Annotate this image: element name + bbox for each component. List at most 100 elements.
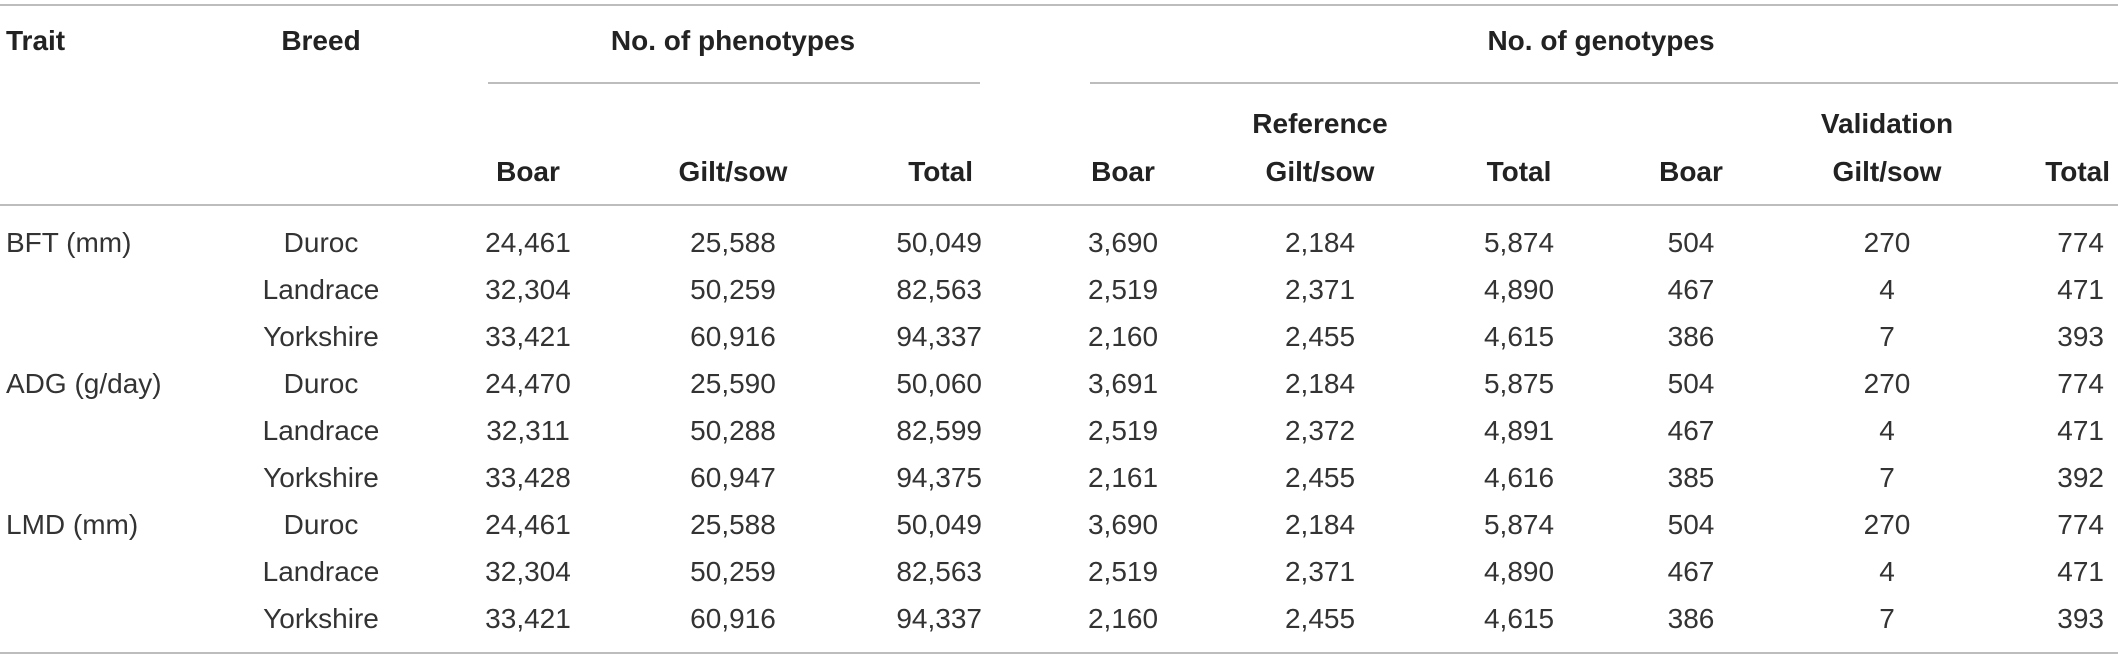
row-val-giltsow: 270 — [1863, 227, 1911, 258]
row-pheno-total: 82,563 — [896, 274, 982, 305]
row-pheno-total: 50,049 — [896, 509, 982, 540]
row-pheno-boar: 33,428 — [485, 462, 571, 493]
header-validation-group: Validation — [1820, 108, 1954, 139]
row-val-giltsow: 4 — [1879, 274, 1895, 305]
row-ref-giltsow: 2,455 — [1284, 462, 1356, 493]
row-val-boar: 504 — [1667, 227, 1715, 258]
row-ref-total: 4,890 — [1483, 274, 1555, 305]
row-breed: Duroc — [283, 509, 359, 540]
row-trait: BFT (mm) — [6, 227, 132, 258]
row-val-giltsow: 7 — [1879, 321, 1895, 352]
row-val-boar: 504 — [1667, 368, 1715, 399]
phenotypes-group-rule — [488, 82, 980, 84]
row-ref-boar: 2,519 — [1087, 274, 1159, 305]
row-ref-boar: 3,691 — [1087, 368, 1159, 399]
row-breed: Yorkshire — [263, 603, 379, 634]
row-val-boar: 467 — [1667, 274, 1715, 305]
row-val-boar: 504 — [1667, 509, 1715, 540]
row-trait: ADG (g/day) — [6, 368, 162, 399]
header-col-val-boar: Boar — [1659, 156, 1723, 187]
row-breed: Yorkshire — [263, 321, 379, 352]
row-val-giltsow: 270 — [1863, 509, 1911, 540]
row-pheno-giltsow: 25,588 — [690, 509, 776, 540]
row-pheno-total: 50,049 — [896, 227, 982, 258]
row-ref-giltsow: 2,455 — [1284, 321, 1356, 352]
row-pheno-total: 82,599 — [896, 415, 982, 446]
row-val-total: 393 — [2057, 321, 2104, 352]
row-pheno-boar: 32,304 — [485, 274, 571, 305]
row-pheno-total: 94,375 — [896, 462, 982, 493]
row-val-total: 471 — [2057, 556, 2104, 587]
header-col-val-total: Total — [2045, 156, 2110, 187]
row-pheno-giltsow: 25,588 — [690, 227, 776, 258]
row-ref-boar: 3,690 — [1087, 227, 1159, 258]
row-val-boar: 386 — [1667, 321, 1715, 352]
row-val-total: 471 — [2057, 274, 2104, 305]
row-val-boar: 385 — [1667, 462, 1715, 493]
row-pheno-total: 82,563 — [896, 556, 982, 587]
row-ref-total: 4,615 — [1483, 603, 1555, 634]
row-pheno-total: 50,060 — [896, 368, 982, 399]
header-col-pheno-giltsow: Gilt/sow — [678, 156, 788, 187]
header-breed: Breed — [281, 25, 361, 56]
row-ref-boar: 2,519 — [1087, 415, 1159, 446]
row-ref-total: 4,891 — [1483, 415, 1555, 446]
row-breed: Landrace — [262, 415, 380, 446]
row-ref-giltsow: 2,371 — [1284, 556, 1356, 587]
row-pheno-boar: 32,304 — [485, 556, 571, 587]
row-pheno-boar: 33,421 — [485, 603, 571, 634]
header-genotypes-group: No. of genotypes — [1487, 25, 1715, 56]
row-val-giltsow: 7 — [1879, 603, 1895, 634]
row-ref-giltsow: 2,184 — [1284, 368, 1356, 399]
row-pheno-giltsow: 50,259 — [690, 274, 776, 305]
row-val-giltsow: 7 — [1879, 462, 1895, 493]
row-breed: Yorkshire — [263, 462, 379, 493]
row-val-giltsow: 4 — [1879, 556, 1895, 587]
row-val-total: 392 — [2057, 462, 2104, 493]
row-val-boar: 467 — [1667, 415, 1715, 446]
bottom-rule — [0, 652, 2118, 654]
header-bottom-rule — [0, 204, 2118, 206]
row-val-total: 774 — [2057, 368, 2104, 399]
top-rule — [0, 4, 2118, 6]
row-pheno-total: 94,337 — [896, 321, 982, 352]
row-trait: LMD (mm) — [6, 509, 139, 540]
row-ref-total: 5,875 — [1483, 368, 1555, 399]
header-phenotypes-group: No. of phenotypes — [610, 25, 856, 56]
row-pheno-giltsow: 60,916 — [690, 321, 776, 352]
row-pheno-giltsow: 25,590 — [690, 368, 776, 399]
row-pheno-boar: 24,461 — [485, 227, 571, 258]
row-ref-total: 4,615 — [1483, 321, 1555, 352]
header-col-val-giltsow: Gilt/sow — [1832, 156, 1942, 187]
header-col-pheno-boar: Boar — [496, 156, 560, 187]
row-pheno-boar: 33,421 — [485, 321, 571, 352]
row-breed: Duroc — [283, 227, 359, 258]
row-ref-giltsow: 2,184 — [1284, 509, 1356, 540]
row-val-total: 393 — [2057, 603, 2104, 634]
row-ref-boar: 2,160 — [1087, 603, 1159, 634]
header-col-ref-total: Total — [1486, 156, 1552, 187]
row-val-boar: 467 — [1667, 556, 1715, 587]
row-breed: Duroc — [283, 368, 359, 399]
header-col-pheno-total: Total — [908, 156, 973, 187]
row-val-total: 774 — [2057, 227, 2104, 258]
row-ref-giltsow: 2,371 — [1284, 274, 1356, 305]
row-ref-boar: 2,160 — [1087, 321, 1159, 352]
row-ref-total: 4,616 — [1483, 462, 1555, 493]
row-ref-total: 5,874 — [1483, 509, 1555, 540]
row-ref-giltsow: 2,455 — [1284, 603, 1356, 634]
row-val-total: 471 — [2057, 415, 2104, 446]
row-pheno-giltsow: 50,259 — [690, 556, 776, 587]
row-pheno-giltsow: 60,947 — [690, 462, 776, 493]
header-col-ref-giltsow: Gilt/sow — [1265, 156, 1375, 187]
row-breed: Landrace — [262, 556, 380, 587]
row-ref-boar: 2,161 — [1087, 462, 1159, 493]
header-trait: Trait — [6, 25, 66, 56]
row-pheno-boar: 24,461 — [485, 509, 571, 540]
row-val-giltsow: 270 — [1863, 368, 1911, 399]
header-reference-group: Reference — [1252, 108, 1388, 139]
row-ref-giltsow: 2,372 — [1284, 415, 1356, 446]
row-pheno-giltsow: 50,288 — [690, 415, 776, 446]
row-pheno-giltsow: 60,916 — [690, 603, 776, 634]
